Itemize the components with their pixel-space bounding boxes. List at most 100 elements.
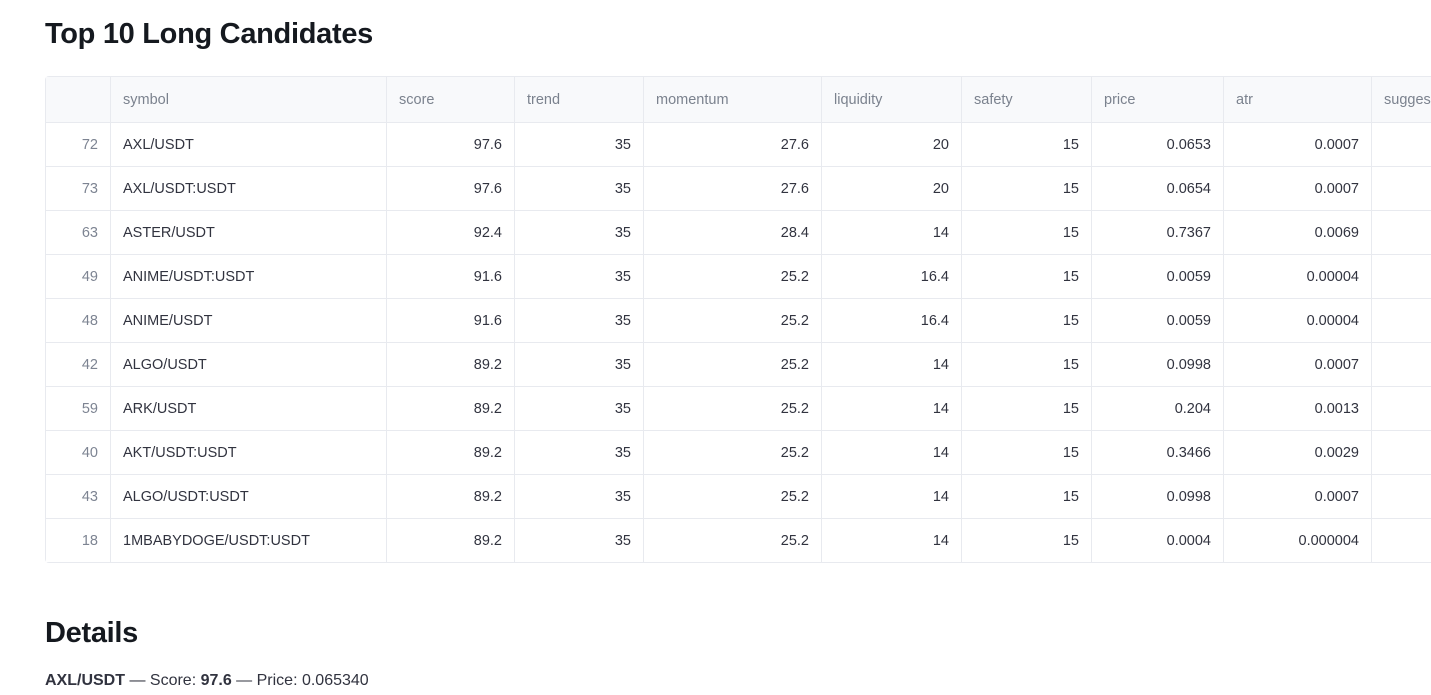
cell-index: 48: [45, 298, 111, 344]
cell-symbol: AKT/USDT:USDT: [110, 430, 387, 476]
cell-score: 91.6: [386, 298, 515, 344]
cell-index: 40: [45, 430, 111, 476]
cell-safety: 15: [961, 386, 1092, 432]
cell-suggested: [1371, 474, 1431, 520]
table-row: 42 ALGO/USDT 89.2 35 25.2 14 15 0.0998 0.0007: [45, 342, 1431, 388]
cell-momentum: 27.6: [643, 166, 822, 212]
cell-atr: 0.0007: [1223, 474, 1372, 520]
cell-price: 0.0998: [1091, 342, 1224, 388]
cell-suggested: [1371, 518, 1431, 564]
cell-index: 73: [45, 166, 111, 212]
cell-suggested: [1371, 430, 1431, 476]
cell-safety: 15: [961, 122, 1092, 168]
cell-safety: 15: [961, 166, 1092, 212]
cell-index: 49: [45, 254, 111, 300]
column-header-symbol[interactable]: symbol: [110, 76, 387, 124]
cell-momentum: 25.2: [643, 474, 822, 520]
cell-atr: 0.0007: [1223, 342, 1372, 388]
cell-liquidity: 14: [821, 210, 962, 256]
cell-atr: 0.0007: [1223, 122, 1372, 168]
cell-liquidity: 14: [821, 518, 962, 564]
column-header-suggested[interactable]: sugges: [1371, 76, 1431, 124]
column-header-index[interactable]: [45, 76, 111, 124]
cell-price: 0.0004: [1091, 518, 1224, 564]
cell-atr: 0.0007: [1223, 166, 1372, 212]
cell-price: 0.0998: [1091, 474, 1224, 520]
cell-suggested: [1371, 298, 1431, 344]
candidates-table-container: symbol score trend momentum liquidity safety p…: [45, 76, 1431, 564]
cell-symbol: ANIME/USDT:USDT: [110, 254, 387, 300]
cell-liquidity: 20: [821, 122, 962, 168]
column-header-safety[interactable]: safety: [961, 76, 1092, 124]
table-row: 72 AXL/USDT 97.6 35 27.6 20 15 0.0653 0.0007: [45, 122, 1431, 168]
cell-safety: 15: [961, 298, 1092, 344]
table-head: symbol score trend momentum liquidity safety p…: [45, 76, 1431, 124]
cell-liquidity: 20: [821, 166, 962, 212]
cell-symbol: ASTER/USDT: [110, 210, 387, 256]
table-row: 49 ANIME/USDT:USDT 91.6 35 25.2 16.4 15 0.0059 0…: [45, 254, 1431, 300]
table-row: 48 ANIME/USDT 91.6 35 25.2 16.4 15 0.0059 0.0000…: [45, 298, 1431, 344]
cell-trend: 35: [514, 254, 644, 300]
cell-symbol: ALGO/USDT:USDT: [110, 474, 387, 520]
details-score: 97.6: [200, 671, 232, 689]
cell-trend: 35: [514, 474, 644, 520]
cell-momentum: 25.2: [643, 342, 822, 388]
cell-liquidity: 14: [821, 342, 962, 388]
table-row: 18 1MBABYDOGE/USDT:USDT 89.2 35 25.2 14 15 0.00…: [45, 518, 1431, 564]
cell-momentum: 25.2: [643, 254, 822, 300]
cell-suggested: [1371, 122, 1431, 168]
cell-symbol: ANIME/USDT: [110, 298, 387, 344]
table-header-row: symbol score trend momentum liquidity safety p…: [45, 76, 1431, 124]
cell-suggested: [1371, 386, 1431, 432]
page-title: Top 10 Long Candidates: [45, 18, 373, 50]
cell-atr: 0.0013: [1223, 386, 1372, 432]
cell-score: 89.2: [386, 518, 515, 564]
cell-suggested: [1371, 342, 1431, 388]
cell-price: 0.7367: [1091, 210, 1224, 256]
cell-index: 43: [45, 474, 111, 520]
cell-trend: 35: [514, 166, 644, 212]
column-header-momentum[interactable]: momentum: [643, 76, 822, 124]
cell-index: 42: [45, 342, 111, 388]
details-score-label: — Score:: [125, 671, 201, 689]
table-row: 43 ALGO/USDT:USDT 89.2 35 25.2 14 15 0.0998 0.00…: [45, 474, 1431, 520]
table-body: 72 AXL/USDT 97.6 35 27.6 20 15 0.0653 0.0007 73 AX…: [45, 122, 1431, 564]
cell-liquidity: 14: [821, 474, 962, 520]
cell-price: 0.0653: [1091, 122, 1224, 168]
column-header-score[interactable]: score: [386, 76, 515, 124]
cell-symbol: AXL/USDT: [110, 122, 387, 168]
cell-price: 0.0654: [1091, 166, 1224, 212]
cell-suggested: [1371, 254, 1431, 300]
table-row: 59 ARK/USDT 89.2 35 25.2 14 15 0.204 0.0013: [45, 386, 1431, 432]
cell-price: 0.0059: [1091, 254, 1224, 300]
cell-score: 89.2: [386, 474, 515, 520]
cell-index: 18: [45, 518, 111, 564]
cell-symbol: ARK/USDT: [110, 386, 387, 432]
cell-score: 89.2: [386, 386, 515, 432]
cell-atr: 0.0029: [1223, 430, 1372, 476]
cell-momentum: 28.4: [643, 210, 822, 256]
cell-atr: 0.0069: [1223, 210, 1372, 256]
cell-price: 0.0059: [1091, 298, 1224, 344]
cell-score: 92.4: [386, 210, 515, 256]
details-entry: AXL/USDT — Score: 97.6 — Price: 0.065340: [45, 672, 1431, 690]
table-row: 40 AKT/USDT:USDT 89.2 35 25.2 14 15 0.3466 0.002…: [45, 430, 1431, 476]
cell-liquidity: 14: [821, 386, 962, 432]
cell-atr: 0.00004: [1223, 254, 1372, 300]
column-header-trend[interactable]: trend: [514, 76, 644, 124]
cell-trend: 35: [514, 210, 644, 256]
cell-safety: 15: [961, 254, 1092, 300]
cell-liquidity: 16.4: [821, 298, 962, 344]
cell-atr: 0.000004: [1223, 518, 1372, 564]
column-header-liquidity[interactable]: liquidity: [821, 76, 962, 124]
cell-trend: 35: [514, 430, 644, 476]
column-header-atr[interactable]: atr: [1223, 76, 1372, 124]
cell-score: 89.2: [386, 342, 515, 388]
cell-score: 97.6: [386, 166, 515, 212]
details-price: 0.065340: [301, 671, 369, 689]
cell-safety: 15: [961, 210, 1092, 256]
candidates-table: symbol score trend momentum liquidity safety p…: [45, 76, 1431, 564]
column-header-price[interactable]: price: [1091, 76, 1224, 124]
cell-symbol: ALGO/USDT: [110, 342, 387, 388]
